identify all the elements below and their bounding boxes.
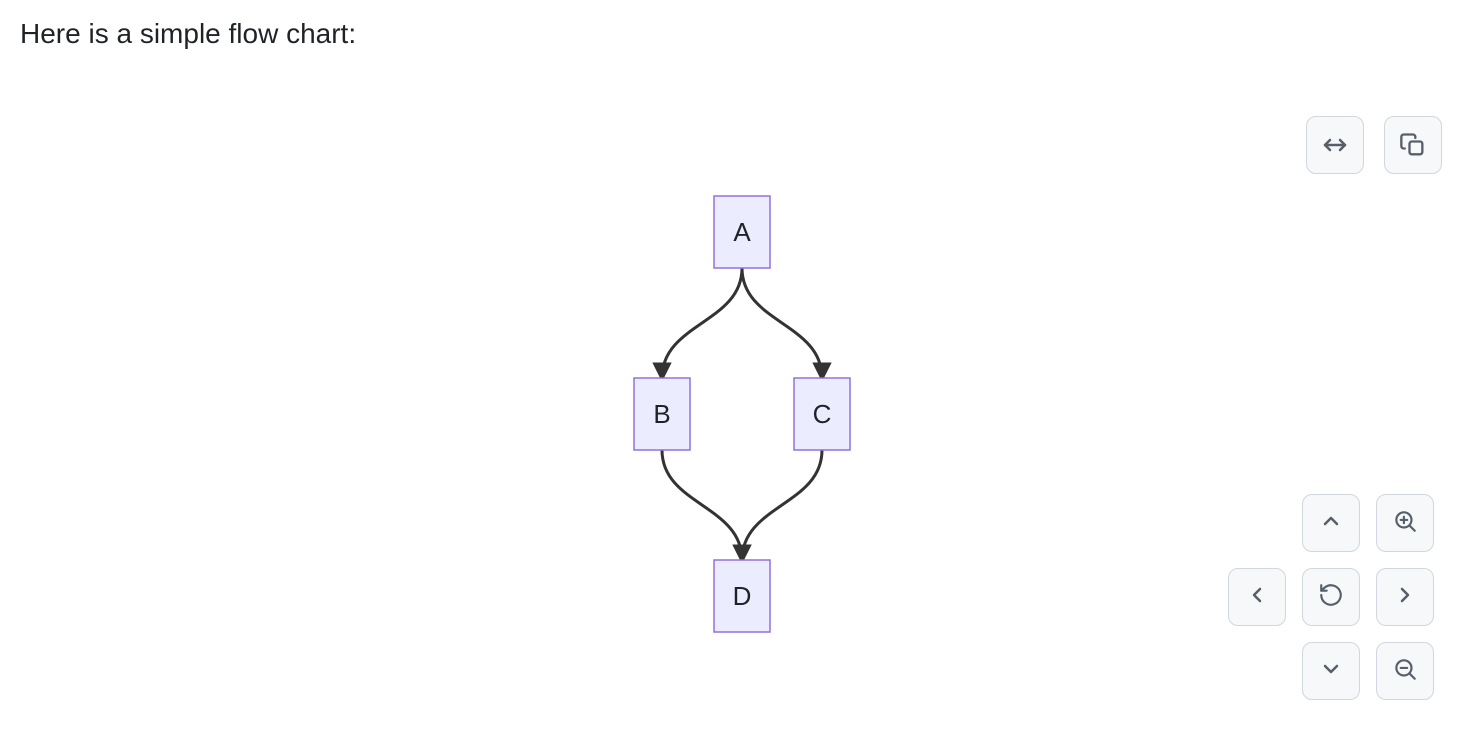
chevron-right-icon [1393, 583, 1417, 612]
pan-left-button[interactable] [1228, 568, 1286, 626]
copy-button[interactable] [1384, 116, 1442, 174]
zoom-out-button[interactable] [1376, 642, 1434, 700]
chevron-down-icon [1319, 657, 1343, 686]
flow-node-c[interactable]: C [794, 378, 850, 450]
diagram-toolbar-top [1306, 116, 1442, 174]
flow-node-label: C [813, 399, 832, 429]
pan-zoom-controls [1228, 494, 1442, 708]
flow-edge [742, 450, 822, 560]
flow-node-b[interactable]: B [634, 378, 690, 450]
flow-node-label: D [733, 581, 752, 611]
copy-icon [1399, 131, 1427, 159]
arrows-horizontal-icon [1320, 130, 1350, 160]
chevron-left-icon [1245, 583, 1269, 612]
zoom-in-button[interactable] [1376, 494, 1434, 552]
pan-down-button[interactable] [1302, 642, 1360, 700]
flow-node-label: A [733, 217, 751, 247]
zoom-out-icon [1392, 656, 1418, 687]
spacer [1228, 642, 1286, 700]
spacer [1228, 494, 1286, 552]
flow-edge [742, 268, 822, 378]
fit-width-button[interactable] [1306, 116, 1364, 174]
zoom-in-icon [1392, 508, 1418, 539]
flow-node-d[interactable]: D [714, 560, 770, 632]
flow-node-label: B [653, 399, 670, 429]
flow-node-a[interactable]: A [714, 196, 770, 268]
reset-icon [1318, 582, 1344, 613]
reset-view-button[interactable] [1302, 568, 1360, 626]
flow-edge [662, 268, 742, 378]
pan-up-button[interactable] [1302, 494, 1360, 552]
pan-right-button[interactable] [1376, 568, 1434, 626]
flow-edge [662, 450, 742, 560]
chevron-up-icon [1319, 509, 1343, 538]
